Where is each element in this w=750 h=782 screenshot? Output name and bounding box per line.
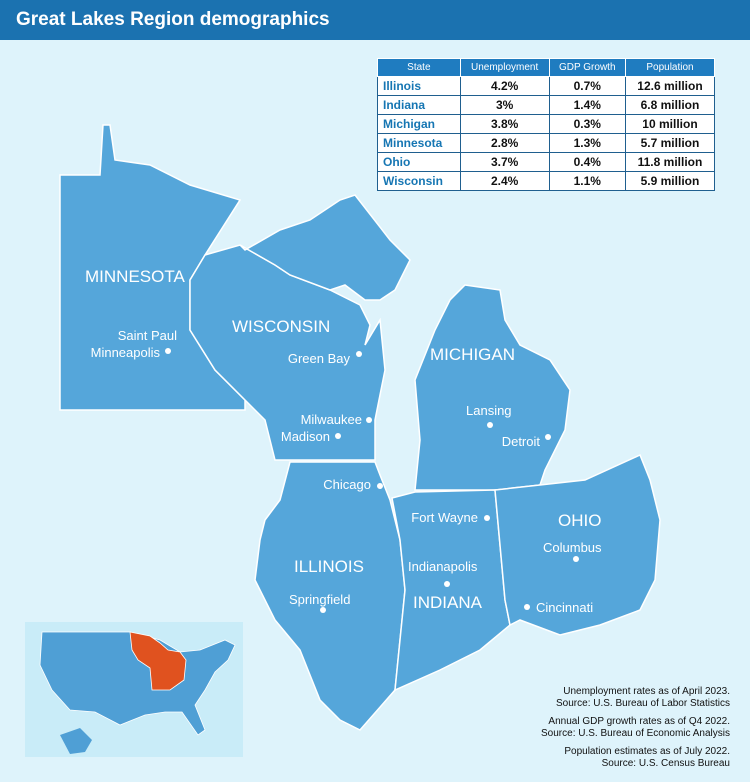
city-label: Madison bbox=[281, 429, 330, 444]
states bbox=[59, 124, 661, 731]
city-label: Detroit bbox=[502, 434, 541, 449]
cities: Saint Paul Minneapolis Green Bay Milwauk… bbox=[91, 328, 602, 615]
note-line: Population estimates as of July 2022. bbox=[564, 746, 730, 757]
city-dot bbox=[356, 351, 362, 357]
city-label: Springfield bbox=[289, 592, 350, 607]
indiana bbox=[391, 489, 511, 692]
inset-map bbox=[25, 622, 243, 757]
state-label: MICHIGAN bbox=[430, 345, 515, 364]
value-cell: 4.2% bbox=[459, 76, 550, 96]
table-row: Indiana 3% 1.4% 6.8 million bbox=[377, 95, 716, 115]
table-row: Michigan 3.8% 0.3% 10 million bbox=[377, 114, 716, 134]
city-dot bbox=[484, 515, 490, 521]
city-dot bbox=[487, 422, 493, 428]
note: Population estimates as of July 2022. Sou… bbox=[541, 746, 730, 770]
michigan-upper bbox=[239, 194, 411, 301]
note-line: Annual GDP growth rates as of Q4 2022. bbox=[548, 716, 730, 727]
value-cell: 3.8% bbox=[459, 114, 550, 134]
table-row: Illinois 4.2% 0.7% 12.6 million bbox=[377, 76, 716, 96]
city-label: Green Bay bbox=[288, 351, 351, 366]
state-cell: Wisconsin bbox=[377, 171, 461, 191]
notes: Unemployment rates as of April 2023. Sour… bbox=[541, 686, 730, 776]
value-cell: 5.7 million bbox=[624, 133, 716, 153]
city-label: Fort Wayne bbox=[411, 510, 478, 525]
table-row: Minnesota 2.8% 1.3% 5.7 million bbox=[377, 133, 716, 153]
value-cell: 0.4% bbox=[548, 152, 626, 172]
value-cell: 3.7% bbox=[459, 152, 550, 172]
value-cell: 12.6 million bbox=[624, 76, 716, 96]
value-cell: 6.8 million bbox=[624, 95, 716, 115]
value-cell: 2.8% bbox=[459, 133, 550, 153]
column-header: GDP Growth bbox=[548, 58, 626, 77]
value-cell: 1.4% bbox=[548, 95, 626, 115]
city-dot bbox=[444, 581, 450, 587]
note-line: Source: U.S. Bureau of Labor Statistics bbox=[556, 698, 730, 709]
value-cell: 1.3% bbox=[548, 133, 626, 153]
city-label: Lansing bbox=[466, 403, 512, 418]
value-cell: 0.3% bbox=[548, 114, 626, 134]
city-label: Milwaukee bbox=[301, 412, 362, 427]
value-cell: 0.7% bbox=[548, 76, 626, 96]
note-line: Unemployment rates as of April 2023. bbox=[563, 686, 730, 697]
state-label: OHIO bbox=[558, 511, 601, 530]
note-line: Source: U.S. Bureau of Economic Analysis bbox=[541, 728, 730, 739]
city-dot bbox=[366, 417, 372, 423]
city-label: Minneapolis bbox=[91, 345, 161, 360]
michigan-lower bbox=[414, 284, 571, 491]
data-table: State Unemployment GDP Growth Population… bbox=[377, 58, 716, 191]
minnesota bbox=[59, 124, 246, 411]
state-cell: Ohio bbox=[377, 152, 461, 172]
value-cell: 3% bbox=[459, 95, 550, 115]
city-dot bbox=[320, 607, 326, 613]
table-row: Ohio 3.7% 0.4% 11.8 million bbox=[377, 152, 716, 172]
state-cell: Minnesota bbox=[377, 133, 461, 153]
city-dot bbox=[377, 483, 383, 489]
city-dot bbox=[573, 556, 579, 562]
column-header: Population bbox=[624, 58, 716, 77]
city-label: Indianapolis bbox=[408, 559, 478, 574]
value-cell: 1.1% bbox=[548, 171, 626, 191]
great-lakes-highlight bbox=[129, 631, 187, 691]
table-row: Wisconsin 2.4% 1.1% 5.9 million bbox=[377, 171, 716, 191]
column-header: State bbox=[377, 58, 461, 77]
value-cell: 5.9 million bbox=[624, 171, 716, 191]
illinois bbox=[254, 461, 406, 731]
city-label: Columbus bbox=[543, 540, 602, 555]
state-label: WISCONSIN bbox=[232, 317, 330, 336]
state-label: INDIANA bbox=[413, 593, 483, 612]
state-cell: Michigan bbox=[377, 114, 461, 134]
city-dot bbox=[335, 433, 341, 439]
state-label: ILLINOIS bbox=[294, 557, 364, 576]
city-dot bbox=[524, 604, 530, 610]
title: Great Lakes Region demographics bbox=[16, 9, 330, 30]
note-line: Source: U.S. Census Bureau bbox=[601, 758, 730, 769]
city-dot bbox=[165, 348, 171, 354]
city-label: Cincinnati bbox=[536, 600, 593, 615]
value-cell: 2.4% bbox=[459, 171, 550, 191]
city-label: Saint Paul bbox=[118, 328, 177, 343]
state-cell: Indiana bbox=[377, 95, 461, 115]
table-body: Illinois 4.2% 0.7% 12.6 million Indiana 3% 1.4… bbox=[377, 76, 716, 191]
column-header: Unemployment bbox=[459, 58, 550, 77]
state-cell: Illinois bbox=[377, 76, 461, 96]
state-label: MINNESOTA bbox=[85, 267, 185, 286]
alaska bbox=[60, 728, 92, 754]
value-cell: 10 million bbox=[624, 114, 716, 134]
note: Annual GDP growth rates as of Q4 2022. So… bbox=[541, 716, 730, 740]
ohio bbox=[494, 453, 661, 636]
us-outline bbox=[39, 631, 236, 736]
city-label: Chicago bbox=[323, 477, 371, 492]
city-dot bbox=[545, 434, 551, 440]
value-cell: 11.8 million bbox=[624, 152, 716, 172]
note: Unemployment rates as of April 2023. Sour… bbox=[541, 686, 730, 710]
table-header: State Unemployment GDP Growth Population bbox=[377, 58, 716, 77]
header-bar: Great Lakes Region demographics bbox=[0, 0, 750, 40]
